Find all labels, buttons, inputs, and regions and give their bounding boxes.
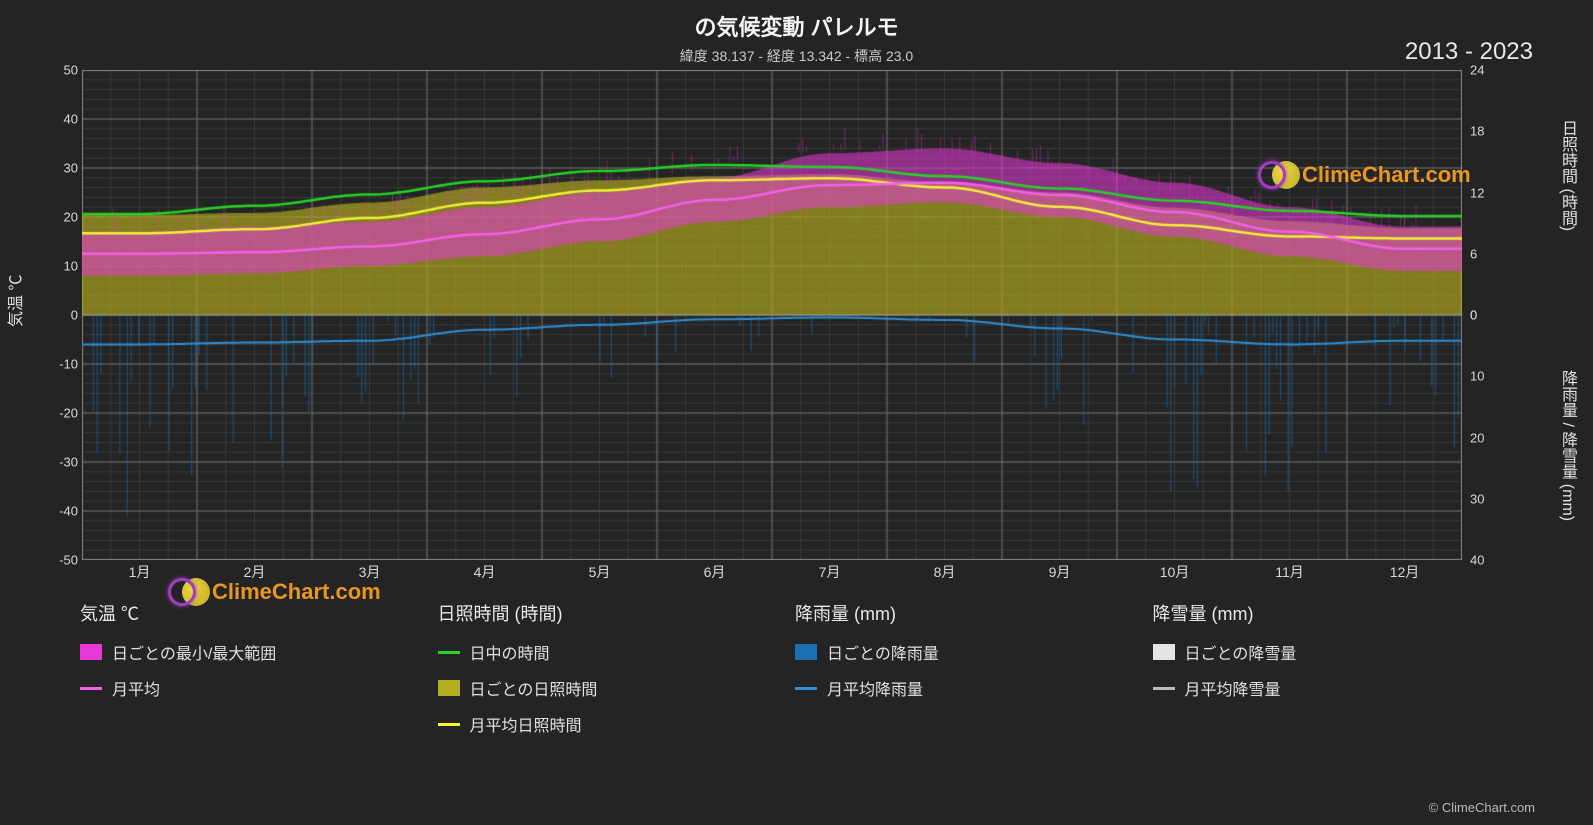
yl-tick: 0 [38,308,78,323]
legend-item: 日ごとの降雪量 [1153,640,1491,664]
legend-header: 日照時間 (時間) [438,600,776,626]
yl-tick: 50 [38,63,78,78]
legend-item-label: 日中の時間 [470,640,550,664]
legend-item: 月平均日照時間 [438,712,776,736]
legend-item: 月平均降雨量 [795,676,1133,700]
x-tick-10: 10月 [1160,562,1190,582]
legend-item-label: 日ごとの日照時間 [470,676,598,700]
legend-item: 日ごとの最小/最大範囲 [80,640,418,664]
x-tick-7: 7月 [819,562,841,582]
legend-swatch-icon [1153,644,1175,660]
legend-item-label: 月平均 [112,676,160,700]
yr-tick-hours: 12 [1470,185,1510,200]
legend-col-1: 日照時間 (時間) 日中の時間日ごとの日照時間月平均日照時間 [438,600,796,748]
yl-tick: -50 [38,553,78,568]
yl-tick: -10 [38,357,78,372]
legend-col-0: 気温 ℃ 日ごとの最小/最大範囲月平均 [80,600,438,748]
legend-header: 降雪量 (mm) [1153,600,1491,626]
yl-tick: -40 [38,504,78,519]
legend-item-label: 日ごとの降雪量 [1185,640,1297,664]
legend-header: 降雨量 (mm) [795,600,1133,626]
x-tick-1: 1月 [129,562,151,582]
legend-col-2: 降雨量 (mm) 日ごとの降雨量月平均降雨量 [795,600,1153,748]
y-axis-right-label-top: 日照時間 (時間) [1555,120,1579,231]
legend-header: 気温 ℃ [80,600,418,626]
legend-item: 日ごとの降雨量 [795,640,1133,664]
legend-item-label: 月平均日照時間 [470,712,582,736]
yl-tick: 40 [38,112,78,127]
legend-line-icon [438,723,460,726]
legend-item: 日中の時間 [438,640,776,664]
legend-item: 日ごとの日照時間 [438,676,776,700]
year-range: 2013 - 2023 [1405,38,1533,66]
legend-item-label: 月平均降雨量 [827,676,923,700]
x-tick-11: 11月 [1275,562,1304,582]
x-tick-6: 6月 [704,562,726,582]
climate-chart-canvas [82,70,1462,560]
yl-tick: -20 [38,406,78,421]
legend-line-icon [795,687,817,690]
legend-line-icon [80,687,102,690]
credit-text: © ClimeChart.com [1429,800,1535,815]
yr-tick-hours: 18 [1470,124,1510,139]
legend-swatch-icon [80,644,102,660]
yr-tick-hours: 6 [1470,246,1510,261]
yr-tick-hours: 24 [1470,63,1510,78]
legend-swatch-icon [795,644,817,660]
x-tick-12: 12月 [1390,562,1420,582]
yr-tick-rain: 20 [1470,430,1510,445]
legend-item-label: 日ごとの降雨量 [827,640,939,664]
legend: 気温 ℃ 日ごとの最小/最大範囲月平均 日照時間 (時間) 日中の時間日ごとの日照時間… [80,600,1510,748]
x-tick-9: 9月 [1049,562,1071,582]
legend-item: 月平均降雪量 [1153,676,1491,700]
x-tick-5: 5月 [589,562,611,582]
legend-item-label: 月平均降雪量 [1185,676,1281,700]
legend-line-icon [438,651,460,654]
chart-subtitle: 緯度 38.137 - 経度 13.342 - 標高 23.0 [0,42,1593,66]
legend-item: 月平均 [80,676,418,700]
legend-swatch-icon [438,680,460,696]
x-tick-4: 4月 [474,562,496,582]
plot-area [82,70,1462,560]
yr-tick-rain: 40 [1470,553,1510,568]
yl-tick: 10 [38,259,78,274]
legend-line-icon [1153,687,1175,690]
yr-tick-rain: 0 [1470,308,1510,323]
yr-tick-rain: 10 [1470,369,1510,384]
legend-item-label: 日ごとの最小/最大範囲 [112,640,276,664]
y-axis-left-label: 気温 ℃ [2,275,26,327]
x-tick-2: 2月 [244,562,266,582]
chart-title: の気候変動 パレルモ [0,0,1593,42]
legend-col-3: 降雪量 (mm) 日ごとの降雪量月平均降雪量 [1153,600,1511,748]
yr-tick-rain: 30 [1470,491,1510,506]
yl-tick: -30 [38,455,78,470]
x-tick-3: 3月 [359,562,381,582]
x-tick-8: 8月 [934,562,956,582]
yl-tick: 30 [38,161,78,176]
y-axis-right-label-bottom: 降雨量 / 降雪量 (mm) [1555,370,1579,521]
yl-tick: 20 [38,210,78,225]
